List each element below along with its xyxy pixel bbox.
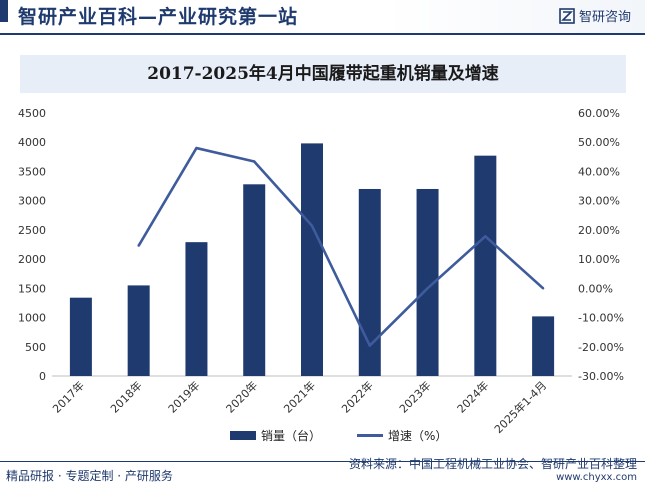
y-right-tick-label: 10.00%: [578, 253, 620, 266]
y-right-tick-label: -20.00%: [578, 341, 624, 354]
y-left-tick-label: 500: [25, 341, 46, 354]
legend-item-growth: 增速（%）: [357, 427, 447, 444]
footer-url[interactable]: www.chyxx.com: [556, 472, 637, 483]
header-accent-stripe: [0, 0, 8, 22]
legend-label-sales: 销量（台）: [261, 429, 322, 443]
y-left-tick-label: 1000: [18, 312, 46, 325]
bar-7: [416, 188, 439, 376]
y-left-tick-label: 3500: [18, 165, 46, 178]
y-right-tick-label: 60.00%: [578, 107, 620, 120]
legend-swatch-line: [357, 434, 384, 437]
header-divider: [0, 33, 645, 35]
x-tick-label: 2024年: [454, 378, 491, 415]
y-right-tick-label: 40.00%: [578, 165, 620, 178]
footer-tagline: 精品研报 · 专题定制 · 产研服务: [6, 469, 173, 483]
footer-divider: [0, 461, 645, 462]
bar-6: [358, 188, 381, 376]
site-title: 智研产业百科—产业研究第一站: [18, 6, 299, 28]
growth-point-3: [195, 146, 198, 150]
bar-3: [185, 242, 208, 376]
brand-name: 智研咨询: [578, 10, 631, 25]
bar-1: [69, 297, 92, 376]
x-tick-label: 2025年1-4月: [491, 378, 549, 436]
growth-line: [137, 146, 544, 347]
chart-title: 2017-2025年4月中国履带起重机销量及增速: [147, 64, 499, 84]
bar-9: [532, 316, 555, 376]
y-right-tick-label: 30.00%: [578, 195, 620, 208]
bar-5: [301, 143, 323, 376]
y-right-tick-label: -10.00%: [578, 312, 624, 325]
x-tick-label: 2020年: [223, 378, 260, 415]
legend-swatch-bar: [230, 431, 256, 440]
bar-8: [474, 155, 497, 376]
y-right-tick-label: -30.00%: [578, 370, 624, 383]
growth-point-8: [484, 235, 487, 238]
chart-legend: 销量（台） 增速（%）: [230, 427, 483, 444]
y-left-tick-label: 4500: [18, 107, 46, 120]
y-left-tick-label: 1500: [18, 282, 46, 295]
growth-point-5: [310, 224, 314, 227]
header-bar: 智研产业百科—产业研究第一站 智研咨询: [0, 0, 645, 34]
x-tick-label: 2022年: [338, 378, 375, 415]
x-tick-label: 2017年: [50, 378, 87, 415]
x-tick-label: 2023年: [396, 378, 433, 415]
y-right-tick-label: 50.00%: [578, 136, 620, 149]
zhiyan-logo-icon: [559, 7, 575, 24]
y-left-tick-label: 2000: [18, 253, 46, 266]
y-left-tick-label: 0: [39, 370, 46, 383]
data-source-note: 资料来源：中国工程机械工业协会、智研产业百科整理: [348, 457, 637, 471]
y-right-tick-label: 20.00%: [578, 224, 620, 237]
growth-point-4: [253, 160, 256, 163]
x-tick-label: 2019年: [165, 378, 202, 415]
chart-title-box: 2017-2025年4月中国履带起重机销量及增速: [20, 55, 626, 93]
y-left-tick-label: 4000: [18, 136, 46, 149]
y-right-tick-label: 0.00%: [578, 282, 613, 295]
legend-item-sales: 销量（台）: [230, 427, 321, 444]
y-left-tick-label: 2500: [18, 224, 46, 237]
growth-point-2: [137, 244, 140, 247]
growth-point-6: [368, 344, 371, 347]
bar-4: [243, 184, 266, 376]
brand[interactable]: 智研咨询: [559, 6, 631, 25]
x-tick-label: 2018年: [107, 378, 144, 415]
x-tick-label: 2021年: [281, 378, 318, 415]
bar-2: [127, 285, 150, 376]
growth-point-9: [541, 287, 545, 290]
growth-point-7: [426, 287, 429, 290]
y-left-tick-label: 3000: [18, 195, 46, 208]
legend-label-growth: 增速（%）: [388, 429, 448, 443]
